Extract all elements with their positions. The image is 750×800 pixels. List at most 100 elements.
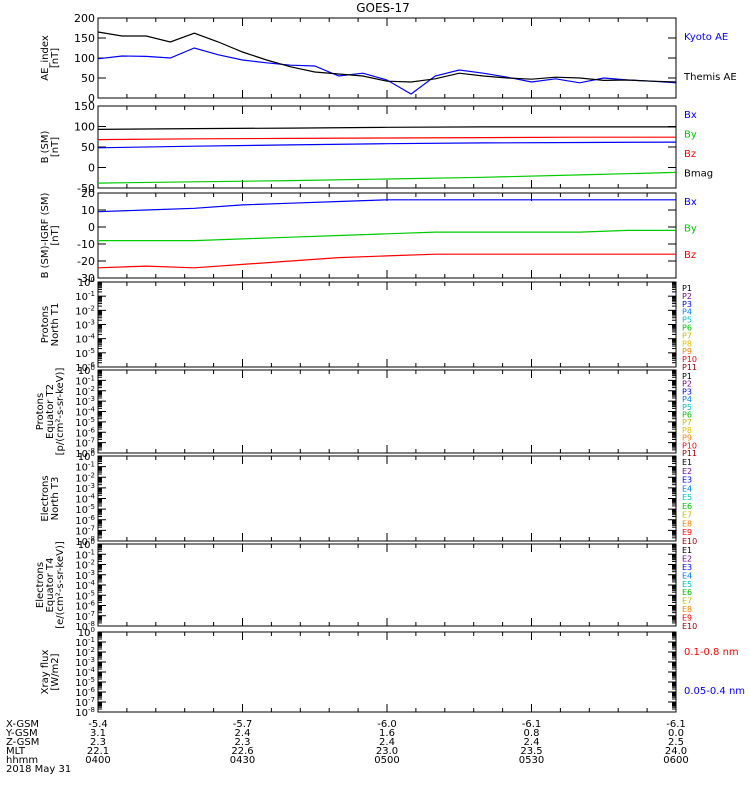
xaxis-row-label: hhmm <box>6 755 38 766</box>
series-by <box>97 171 677 184</box>
ylabel-line: Electrons <box>40 475 51 521</box>
ytick-label: 10-5 <box>75 589 95 602</box>
legend-item: P10 <box>682 355 697 364</box>
xaxis-row-label: Z-GSM <box>6 737 39 748</box>
panel-frame <box>97 17 677 99</box>
ytick-label: 10-6 <box>75 514 95 527</box>
ytick-label: 10-3 <box>75 569 95 582</box>
legend-item: P9 <box>682 347 692 356</box>
panel-p1: Protons North T110-610-510-410-310-210-11… <box>40 276 697 374</box>
ytick-label: 10-2 <box>75 559 95 572</box>
legend-item: P3 <box>682 300 692 309</box>
legend-item: E1 <box>682 458 692 467</box>
legend-item: P11 <box>682 363 697 372</box>
legend-item: E2 <box>682 467 692 476</box>
ytick-label: 10-8 <box>75 447 95 460</box>
ytick-label: 10-2 <box>75 385 95 398</box>
xaxis-value: 2.4 <box>235 728 251 739</box>
legend-item: Bz <box>684 250 696 261</box>
panel-e1: Electrons North T310-810-710-610-510-410-… <box>40 450 697 548</box>
ytick-label: -50 <box>77 182 95 195</box>
ytick-label: 10-1 <box>75 461 95 474</box>
series-bz <box>97 253 676 269</box>
legend-item: P9 <box>682 434 692 443</box>
legend-item: By <box>684 224 697 235</box>
ytick-label: 100 <box>78 626 95 639</box>
xaxis-value: 3.1 <box>90 728 106 739</box>
legend-item: E4 <box>682 571 692 580</box>
legend-item: Bx <box>684 197 697 208</box>
ytick-label: 0 <box>88 221 95 234</box>
xaxis-row-label: X-GSM <box>6 719 39 730</box>
ylabel-line: North T3 <box>50 477 61 521</box>
ytick-label: 10-3 <box>75 482 95 495</box>
xaxis-value: 24.0 <box>665 746 687 757</box>
figure-title: GOES-17 <box>356 1 410 15</box>
panel-ae: AE_index [nT] 0 50 100 150 200 Kyoto AE Themis A… <box>40 12 737 105</box>
legend-item: P5 <box>682 316 692 325</box>
legend-item: E5 <box>682 493 692 502</box>
legend-item: P11 <box>682 449 697 458</box>
ytick-label: 10-8 <box>75 706 95 719</box>
ylabel-line: Xray flux <box>40 650 51 695</box>
xaxis-value: 0.0 <box>668 728 684 739</box>
ytick-label: 10-6 <box>75 686 95 699</box>
legend-item: P1 <box>682 284 692 293</box>
xaxis-value: 23.0 <box>376 746 398 757</box>
legend-item: P2 <box>682 292 692 301</box>
ytick-label: 200 <box>74 12 95 25</box>
legend-item: P6 <box>682 324 692 333</box>
ytick-label: 10 <box>81 204 95 217</box>
ytick-label: 0 <box>88 92 95 105</box>
xaxis-row-label: Y-GSM <box>5 728 38 739</box>
ytick-label: 100 <box>74 52 95 65</box>
ytick-label: 10-4 <box>75 406 95 419</box>
series-bmag <box>97 126 676 130</box>
legend-item: E8 <box>682 519 692 528</box>
ylabel-line: [W/m2] <box>50 653 61 690</box>
ytick-label: 10-5 <box>75 347 95 360</box>
xaxis-row-label: MLT <box>6 746 26 757</box>
xaxis-value: 2.4 <box>524 737 540 748</box>
ytick-label: 10-7 <box>75 696 95 709</box>
panel-e2: Electrons Equator T4 [e/(cm²-s-sr-keV)] 10-… <box>35 538 697 633</box>
ytick-label: 10-2 <box>75 304 95 317</box>
legend-item: P8 <box>682 426 692 435</box>
xaxis-value: 22.6 <box>231 746 253 757</box>
ytick-label: 10-4 <box>75 333 95 346</box>
ytick-label: 50 <box>81 72 95 85</box>
legend-item: Themis AE <box>683 72 737 83</box>
ytick-label: 10-4 <box>75 579 95 592</box>
legend-item: P1 <box>682 372 692 381</box>
ylabel-line: B (SM) <box>40 130 51 163</box>
ytick-label: -30 <box>77 272 95 285</box>
xaxis-value: 0500 <box>374 755 399 766</box>
xaxis-value: 22.1 <box>87 746 109 757</box>
x-axis-table: X-GSM -5.4 -5.7 -6.0 -6.1 -6.1Y-GSM 3.1 2.4 1.6 0… <box>5 719 689 775</box>
ylabel-line: Protons <box>35 393 46 430</box>
legend-item: Bmag <box>684 169 713 180</box>
legend-item: E3 <box>682 563 692 572</box>
ytick-label: 20 <box>81 187 95 200</box>
ylabel-line: Equator T4 <box>45 558 56 613</box>
ytick-label: 100 <box>78 276 95 289</box>
xaxis-value: 23.5 <box>520 746 542 757</box>
panel-frame <box>97 543 677 627</box>
series-bx <box>97 199 676 213</box>
ytick-label: 10-1 <box>75 374 95 387</box>
xaxis-value: -6.1 <box>666 719 686 730</box>
panel-frame <box>97 455 677 542</box>
legend-item: E7 <box>682 597 692 606</box>
ylabel-line: Electrons <box>35 562 46 608</box>
series-bx <box>97 141 677 149</box>
ytick-label: 10-6 <box>75 426 95 439</box>
xaxis-value: 1.6 <box>379 728 395 739</box>
xaxis-value: 2.4 <box>379 737 395 748</box>
ylabel-line: [nT] <box>50 225 61 245</box>
xaxis-value: 2.3 <box>235 737 251 748</box>
legend-item: P7 <box>682 418 692 427</box>
legend-item: E9 <box>682 528 692 537</box>
panel-frame <box>97 369 677 454</box>
ylabel-line: [e/(cm²-s-sr-keV)] <box>55 541 66 629</box>
